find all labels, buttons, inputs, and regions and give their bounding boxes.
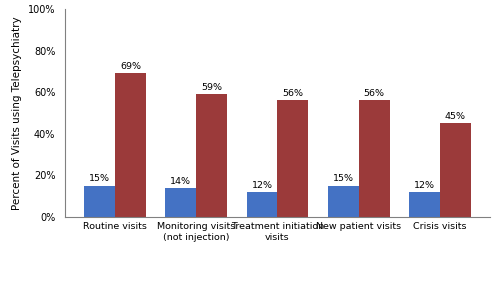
Bar xyxy=(278,101,308,217)
Text: 12%: 12% xyxy=(252,181,272,190)
Text: 56%: 56% xyxy=(364,89,384,98)
Bar xyxy=(115,73,146,217)
Bar xyxy=(409,192,440,217)
Bar xyxy=(358,101,390,217)
Text: 56%: 56% xyxy=(282,89,304,98)
Text: 59%: 59% xyxy=(202,83,222,92)
Bar xyxy=(196,94,227,217)
Bar xyxy=(328,185,358,217)
Text: 15%: 15% xyxy=(332,175,353,184)
Bar xyxy=(84,185,115,217)
Bar xyxy=(166,188,196,217)
Text: 14%: 14% xyxy=(170,177,192,185)
Text: 15%: 15% xyxy=(89,175,110,184)
Text: 69%: 69% xyxy=(120,62,141,71)
Text: 12%: 12% xyxy=(414,181,435,190)
Bar xyxy=(246,192,278,217)
Text: 45%: 45% xyxy=(445,112,466,121)
Bar xyxy=(440,123,470,217)
Y-axis label: Percent of Visits using Telepsychiatry: Percent of Visits using Telepsychiatry xyxy=(12,16,22,210)
